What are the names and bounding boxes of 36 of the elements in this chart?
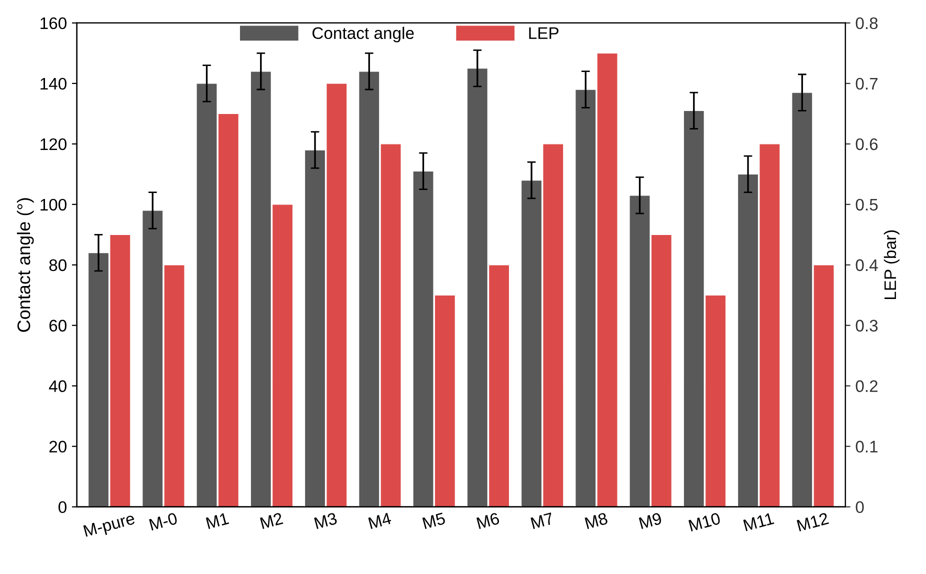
x-tick-label: M8 [584, 512, 608, 530]
y2-tick-label: 0.3 [856, 320, 878, 332]
x-tick-label: M3 [314, 512, 338, 530]
y-tick-label: 40 [48, 380, 66, 392]
x-tick-label: M5 [422, 512, 446, 530]
y-tick-label: 120 [40, 138, 66, 150]
y2-tick-label: 0.6 [856, 138, 878, 150]
y-axis-title: Contact angle (°) [16, 198, 34, 332]
y-tick-label: 160 [40, 17, 66, 30]
y-tick-label: 20 [49, 440, 66, 453]
y-tick-label: 0 [58, 501, 66, 514]
x-tick-label: M4 [368, 512, 392, 530]
y2-tick-label: 0.7 [856, 78, 878, 90]
y2-tick-label: 0.4 [856, 259, 878, 272]
x-tick-label: M9 [638, 512, 662, 530]
y2-tick-label: 0.5 [856, 198, 878, 211]
x-tick-label: M-0 [149, 512, 178, 531]
y2-axis-title: LEP (bar) [884, 230, 900, 300]
y-tick-label: 60 [49, 320, 66, 332]
legend-label: Contact angle [312, 26, 414, 42]
y2-tick-label: 0 [856, 501, 864, 514]
x-tick-label: M7 [530, 512, 554, 530]
x-tick-label: M12 [796, 512, 829, 532]
legend-label: LEP [529, 27, 558, 39]
y2-tick-label: 0.8 [856, 17, 878, 30]
x-tick-label: M1 [206, 512, 230, 530]
x-tick-label: M-pure [83, 512, 136, 540]
x-tick-label: M11 [743, 512, 774, 532]
y2-tick-label: 0.1 [856, 440, 878, 453]
y-tick-label: 100 [40, 198, 66, 211]
y-tick-label: 140 [40, 78, 66, 90]
x-tick-label: M10 [688, 512, 721, 532]
y-tick-label: 80 [49, 259, 66, 272]
x-tick-label: M6 [476, 512, 500, 530]
y2-tick-label: 0.2 [856, 380, 878, 392]
x-tick-label: M2 [260, 512, 284, 530]
